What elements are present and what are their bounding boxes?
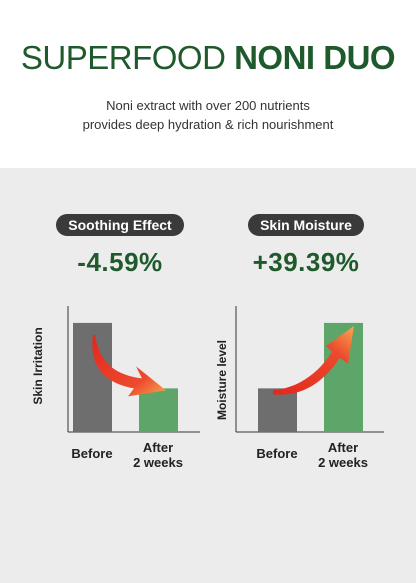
- chart-1-x-label-after-line-2: 2 weeks: [133, 455, 183, 470]
- chart-1-metric: -4.59%: [77, 247, 163, 277]
- chart-2-bar-before: [258, 388, 297, 432]
- subtitle-line-1: Noni extract with over 200 nutrients: [106, 98, 310, 113]
- page-title: SUPERFOOD NONI DUO: [0, 38, 416, 78]
- chart-2-x-label-after-line-2: 2 weeks: [318, 455, 368, 470]
- chart-2-x-label-after: After 2 weeks: [308, 440, 378, 470]
- chart-1-x-label-before: Before: [57, 446, 127, 461]
- page-subtitle: Noni extract with over 200 nutrients pro…: [0, 96, 416, 134]
- chart-1-bar-after: [139, 388, 178, 432]
- chart-2-metric: +39.39%: [252, 247, 360, 277]
- chart-2-x-label-before-line-1: Before: [256, 446, 298, 461]
- chart-1-x-label-before-line-1: Before: [71, 446, 113, 461]
- chart-2-x-label-after-line-1: After: [327, 440, 359, 455]
- title-bold: NONI DUO: [234, 39, 396, 76]
- chart-2-x-label-before: Before: [242, 446, 312, 461]
- chart-1-trend-arrow-down: [92, 334, 166, 397]
- title-regular: SUPERFOOD: [20, 39, 226, 76]
- chart-1-x-label-after: After 2 weeks: [123, 440, 193, 470]
- chart-1-title-pill: Soothing Effect: [56, 214, 184, 236]
- chart-2-title-pill: Skin Moisture: [248, 214, 364, 236]
- header-section: SUPERFOOD NONI DUO Noni extract with ove…: [0, 0, 416, 168]
- chart-1-bar-before: [73, 322, 112, 432]
- chart-2-trend-arrow-up: [273, 325, 354, 395]
- chart-1-x-label-after-line-1: After: [142, 440, 174, 455]
- subtitle-line-2: provides deep hydration & rich nourishme…: [82, 117, 334, 132]
